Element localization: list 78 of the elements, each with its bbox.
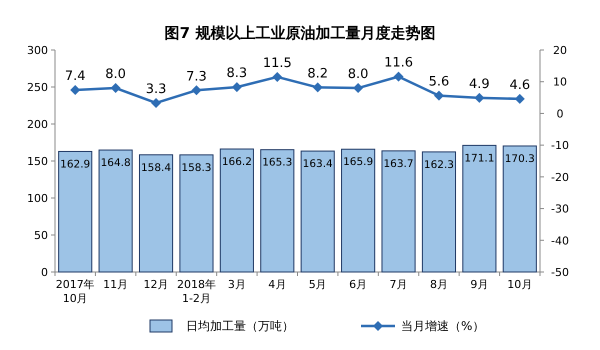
bar xyxy=(300,150,335,272)
point xyxy=(394,72,404,82)
data-label: 162.9 xyxy=(60,158,90,170)
data-label: 171.1 xyxy=(464,152,494,164)
x-tick-label: 5月 xyxy=(308,278,327,291)
data-label: 8.0 xyxy=(105,67,126,82)
bar xyxy=(220,148,254,272)
point xyxy=(70,84,80,95)
bar xyxy=(381,150,416,272)
data-label: 7.4 xyxy=(64,68,86,84)
point xyxy=(514,94,525,104)
point xyxy=(191,85,202,96)
y2-tick-label: -10 xyxy=(551,139,569,152)
y-tick-label: 150 xyxy=(27,155,48,168)
x-tick-label: 4月 xyxy=(268,278,286,291)
y2-tick-label: 0 xyxy=(556,107,564,120)
point xyxy=(272,72,282,82)
data-label: 7.3 xyxy=(186,69,207,84)
legend-label: 当月增速（%） xyxy=(401,319,484,333)
y-tick-label: 200 xyxy=(27,118,48,131)
chart-title: 图7 规模以上工业原油加工量月度走势图 xyxy=(164,24,436,42)
bar xyxy=(341,148,376,272)
bar xyxy=(179,154,214,272)
bar xyxy=(98,150,133,272)
point xyxy=(434,90,444,101)
data-label: 158.3 xyxy=(181,162,212,174)
y2-tick-label: -30 xyxy=(551,202,569,216)
data-label: 163.7 xyxy=(384,158,414,170)
data-label: 164.8 xyxy=(100,157,131,170)
point xyxy=(353,83,364,94)
x-tick-label: 2017年 10月 xyxy=(56,278,95,305)
y2-tick-label: -50 xyxy=(551,266,569,279)
data-label: 170.3 xyxy=(504,152,535,165)
y-tick-label: 100 xyxy=(27,192,48,205)
bar xyxy=(462,144,496,272)
bar xyxy=(138,154,174,272)
legend-label: 日均加工量（万吨） xyxy=(186,319,294,333)
x-tick-label: 6月 xyxy=(349,278,368,291)
y2-tick-label: -20 xyxy=(551,170,569,184)
x-tick-label: 8月 xyxy=(430,278,448,291)
data-label: 11.5 xyxy=(262,56,292,71)
data-label: 163.4 xyxy=(302,158,334,170)
bar xyxy=(502,145,537,272)
y-tick-label: 300 xyxy=(27,44,48,57)
y2-tick-label: 10 xyxy=(553,76,567,89)
bar xyxy=(58,150,92,272)
y-tick-label: 50 xyxy=(34,229,48,242)
point xyxy=(312,82,323,92)
point xyxy=(474,92,484,103)
data-label: 165.9 xyxy=(343,156,374,168)
point xyxy=(232,82,242,92)
y2-tick-label: 20 xyxy=(553,44,567,57)
y-tick-label: 250 xyxy=(27,81,48,94)
x-tick-label: 10月 xyxy=(507,278,532,291)
data-label: 5.6 xyxy=(428,74,450,90)
data-label: 158.4 xyxy=(141,162,172,174)
data-label: 4.9 xyxy=(469,76,490,92)
data-label: 166.2 xyxy=(222,156,252,168)
data-label: 11.6 xyxy=(384,56,414,71)
bar xyxy=(422,151,456,272)
point xyxy=(110,83,121,94)
data-label: 165.3 xyxy=(262,156,292,169)
data-label: 8.2 xyxy=(307,66,328,82)
x-tick-label: 3月 xyxy=(228,278,246,291)
x-tick-label: 2018年 1-2月 xyxy=(176,278,216,305)
x-tick-label: 11月 xyxy=(103,278,128,291)
x-tick-label: 9月 xyxy=(470,278,488,291)
data-label: 4.6 xyxy=(509,78,530,93)
x-tick-label: 12月 xyxy=(144,278,169,291)
point xyxy=(151,98,162,108)
data-label: 162.3 xyxy=(424,158,454,171)
data-label: 8.0 xyxy=(348,67,368,82)
x-tick-label: 7月 xyxy=(390,278,408,291)
y2-tick-label: -40 xyxy=(551,234,569,248)
data-label: 8.3 xyxy=(226,66,248,82)
bar xyxy=(260,149,294,272)
data-label: 3.3 xyxy=(146,82,166,97)
y-tick-label: 0 xyxy=(41,266,48,279)
